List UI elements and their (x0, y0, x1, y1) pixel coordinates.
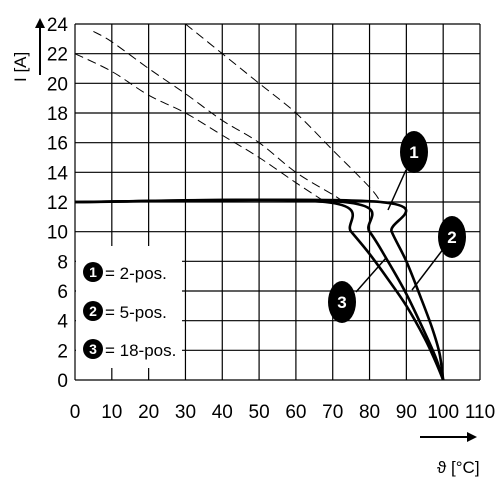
callout-2-number: 2 (447, 228, 456, 247)
legend-badge-1 (83, 262, 103, 282)
legend-entry-1: 1 = 2-pos. (83, 262, 167, 283)
y-tick-label: 24 (47, 15, 69, 36)
callout-2-badge (438, 216, 466, 258)
legend-label-3: = 18-pos. (105, 341, 176, 360)
legend-badge-1-number: 1 (89, 264, 97, 280)
x-axis-label: ϑ [°C] (437, 458, 480, 477)
grid (74, 23, 481, 381)
x-tick-label: 60 (285, 402, 306, 423)
y-tick-label: 22 (47, 45, 68, 66)
y-tick-label: 20 (47, 74, 68, 95)
axes: ϑ [°C] I [A] (11, 18, 480, 477)
legend-badge-3 (83, 339, 103, 359)
legend-label-1: = 2-pos. (105, 264, 167, 283)
y-axis-label: I [A] (11, 52, 30, 82)
callout-1-badge (400, 131, 428, 173)
x-tick-label: 70 (322, 402, 343, 423)
callout-3-number: 3 (337, 293, 346, 312)
x-tick-label: 30 (175, 402, 196, 423)
y-tick-label: 10 (47, 223, 68, 244)
y-tick-label: 16 (47, 134, 68, 155)
y-tick-label: 12 (47, 193, 68, 214)
x-tick-label: 0 (70, 402, 81, 423)
curve-callouts: 1 2 3 (328, 131, 466, 323)
derating-curve-3 (74, 53, 326, 203)
callout-1-number: 1 (409, 143, 418, 162)
derating-curve-2 (93, 30, 345, 203)
x-tick-label: 20 (138, 402, 159, 423)
legend-entry-3: 3 = 18-pos. (83, 339, 176, 360)
y-tick-label: 6 (57, 282, 68, 303)
y-tick-label: 8 (57, 252, 68, 273)
y-tick-label: 4 (57, 312, 68, 333)
x-tick-label: 50 (249, 402, 270, 423)
y-tick-label: 14 (47, 163, 69, 184)
legend-badge-3-number: 3 (89, 341, 97, 357)
y-tick-label: 2 (57, 341, 68, 362)
legend-badge-2-number: 2 (89, 303, 97, 319)
x-tick-label: 100 (427, 402, 459, 423)
derating-curve-1 (185, 23, 381, 203)
callout-2-leader (411, 247, 445, 291)
callout-1-leader (387, 169, 407, 211)
x-tick-label: 80 (359, 402, 380, 423)
legend-entry-2: 2 = 5-pos. (83, 301, 167, 322)
legend-label-2: = 5-pos. (105, 303, 167, 322)
x-tick-label: 10 (101, 402, 122, 423)
legend-badge-2 (83, 301, 103, 321)
y-tick-label: 0 (57, 371, 68, 392)
legend: 1 = 2-pos. 2 = 5-pos. 3 = 18-pos. (76, 246, 182, 368)
x-tick-label: 90 (396, 402, 417, 423)
callout-3-leader (355, 257, 387, 293)
callout-3-badge (328, 281, 356, 323)
tick-labels: 0 10 20 30 40 50 60 70 80 90 100 110024681012141618… (47, 15, 495, 423)
x-tick-label: 110 (465, 402, 495, 423)
x-tick-label: 40 (212, 402, 233, 423)
y-tick-label: 18 (47, 104, 68, 125)
